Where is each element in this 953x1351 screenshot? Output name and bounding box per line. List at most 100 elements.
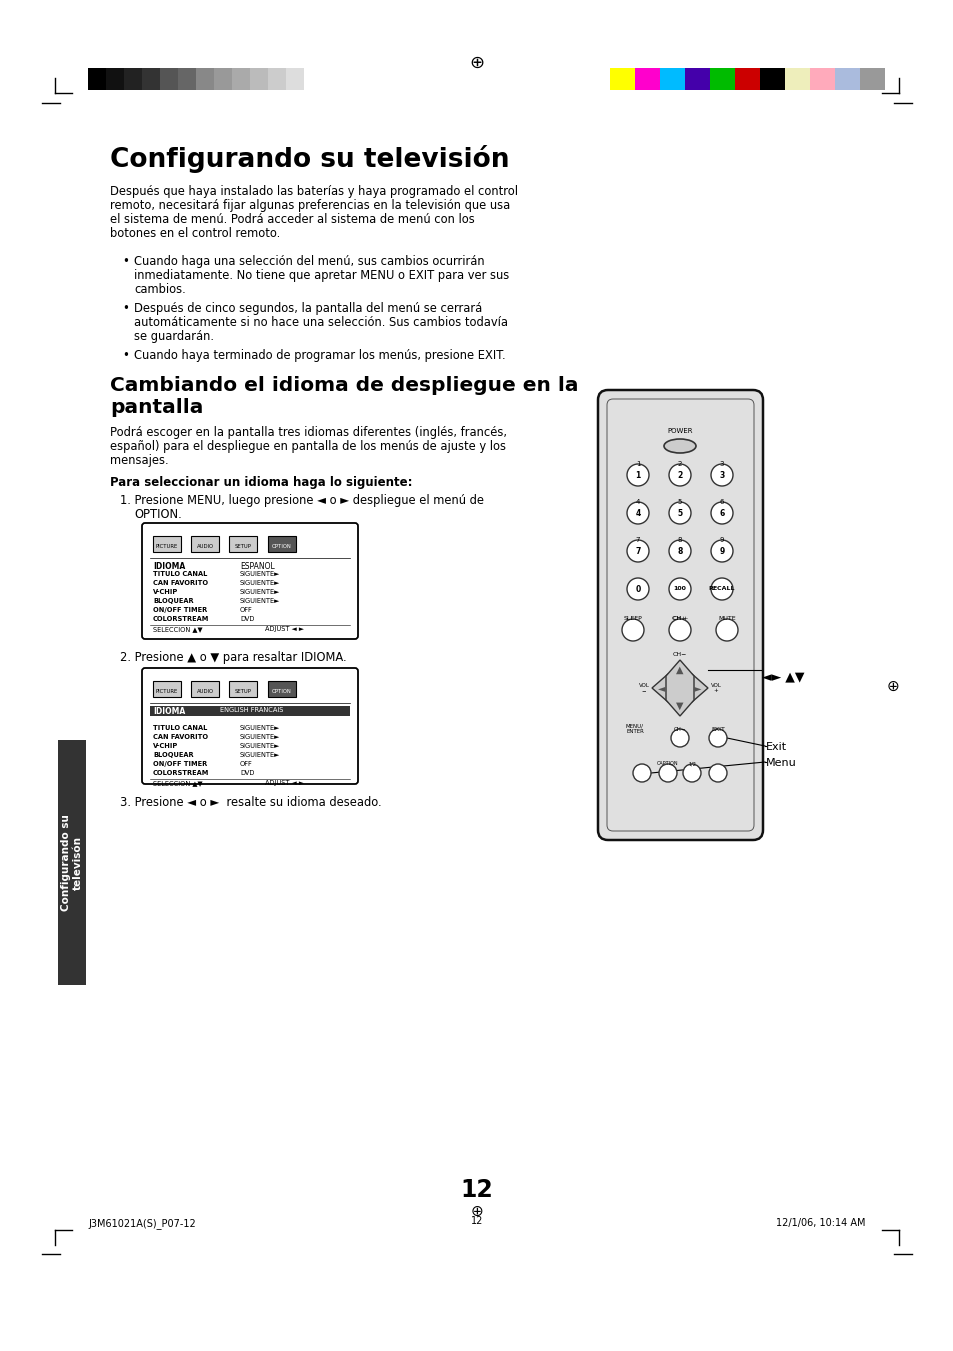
Text: Configurando su televisión: Configurando su televisión bbox=[110, 145, 509, 173]
Bar bbox=[268, 681, 295, 697]
Text: Para seleccionar un idioma haga lo siguiente:: Para seleccionar un idioma haga lo sigui… bbox=[110, 476, 412, 489]
Text: PICTURE: PICTURE bbox=[155, 689, 178, 694]
Bar bbox=[213, 68, 232, 91]
Text: CH−: CH− bbox=[673, 727, 685, 732]
Text: RECALL: RECALL bbox=[708, 586, 735, 592]
Text: SELECCION ▲▼: SELECCION ▲▼ bbox=[152, 626, 202, 632]
Text: 2: 2 bbox=[677, 461, 681, 467]
Bar bbox=[635, 68, 659, 91]
Text: TITULO CANAL: TITULO CANAL bbox=[152, 725, 207, 731]
Text: COLORSTREAM: COLORSTREAM bbox=[152, 616, 209, 621]
Text: SIGUIENTE►: SIGUIENTE► bbox=[240, 580, 280, 586]
Text: Podrá escoger en la pantalla tres idiomas diferentes (inglés, francés,: Podrá escoger en la pantalla tres idioma… bbox=[110, 426, 506, 439]
Bar bbox=[106, 68, 124, 91]
Circle shape bbox=[708, 730, 726, 747]
Bar bbox=[609, 68, 635, 91]
Text: EXIT: EXIT bbox=[710, 727, 724, 732]
Text: OPTION.: OPTION. bbox=[133, 508, 182, 521]
Text: botones en el control remoto.: botones en el control remoto. bbox=[110, 227, 280, 240]
Text: IDIOMA: IDIOMA bbox=[152, 707, 185, 716]
Text: COLORSTREAM: COLORSTREAM bbox=[152, 770, 209, 775]
Text: VOL
+: VOL + bbox=[710, 682, 720, 693]
Circle shape bbox=[659, 765, 677, 782]
Text: mensajes.: mensajes. bbox=[110, 454, 169, 467]
Text: ▼: ▼ bbox=[676, 701, 683, 711]
Polygon shape bbox=[665, 661, 693, 716]
Circle shape bbox=[626, 463, 648, 486]
Text: ADJUST ◄ ►: ADJUST ◄ ► bbox=[265, 626, 304, 632]
Text: 12: 12 bbox=[471, 1216, 482, 1225]
Text: 100: 100 bbox=[673, 586, 686, 592]
Text: •: • bbox=[122, 303, 129, 315]
Text: AUDIO: AUDIO bbox=[196, 544, 213, 549]
Text: V-CHIP: V-CHIP bbox=[152, 589, 178, 594]
Polygon shape bbox=[651, 674, 707, 703]
Ellipse shape bbox=[663, 439, 696, 453]
Text: Menu: Menu bbox=[765, 758, 796, 767]
Circle shape bbox=[633, 765, 650, 782]
Circle shape bbox=[710, 463, 732, 486]
Bar bbox=[191, 681, 219, 697]
Text: •: • bbox=[122, 255, 129, 267]
Bar bbox=[760, 68, 784, 91]
Circle shape bbox=[670, 730, 688, 747]
Circle shape bbox=[626, 503, 648, 524]
Text: 1/2: 1/2 bbox=[687, 761, 695, 766]
Bar bbox=[250, 68, 268, 91]
Circle shape bbox=[716, 619, 738, 640]
Text: automáticamente si no hace una selección. Sus cambios todavía: automáticamente si no hace una selección… bbox=[133, 316, 507, 330]
Bar bbox=[268, 68, 286, 91]
Text: español) para el despliegue en pantalla de los menús de ajuste y los: español) para el despliegue en pantalla … bbox=[110, 440, 505, 453]
FancyBboxPatch shape bbox=[142, 523, 357, 639]
Text: V-CHIP: V-CHIP bbox=[152, 743, 178, 748]
Text: •: • bbox=[122, 349, 129, 362]
Text: OFF: OFF bbox=[240, 607, 253, 613]
Bar bbox=[859, 68, 884, 91]
Bar bbox=[195, 68, 213, 91]
Text: 1. Presione MENU, luego presione ◄ o ► despliegue el menú de: 1. Presione MENU, luego presione ◄ o ► d… bbox=[120, 494, 483, 507]
Text: cambios.: cambios. bbox=[133, 282, 186, 296]
Bar bbox=[58, 740, 86, 985]
Bar bbox=[304, 68, 322, 91]
Text: 9: 9 bbox=[719, 547, 724, 555]
Text: CH +: CH + bbox=[671, 616, 687, 621]
Text: 5: 5 bbox=[677, 499, 681, 505]
Text: MENU/: MENU/ bbox=[625, 724, 643, 730]
Text: Después de cinco segundos, la pantalla del menú se cerrará: Después de cinco segundos, la pantalla d… bbox=[133, 303, 482, 315]
Text: CH+: CH+ bbox=[672, 616, 686, 621]
Circle shape bbox=[710, 578, 732, 600]
Text: BLOQUEAR: BLOQUEAR bbox=[152, 598, 193, 604]
Text: ▲: ▲ bbox=[676, 665, 683, 676]
Bar bbox=[191, 536, 219, 553]
Text: SIGUIENTE►: SIGUIENTE► bbox=[240, 589, 280, 594]
Circle shape bbox=[668, 540, 690, 562]
Text: 2. Presione ▲ o ▼ para resaltar IDIOMA.: 2. Presione ▲ o ▼ para resaltar IDIOMA. bbox=[120, 651, 346, 663]
Bar bbox=[229, 536, 256, 553]
Text: PICTURE: PICTURE bbox=[155, 544, 178, 549]
Text: 6: 6 bbox=[719, 499, 723, 505]
Text: Cambiando el idioma de despliegue en la: Cambiando el idioma de despliegue en la bbox=[110, 376, 578, 394]
Text: SIGUIENTE►: SIGUIENTE► bbox=[240, 734, 280, 740]
Text: 1: 1 bbox=[635, 470, 640, 480]
Bar bbox=[229, 681, 256, 697]
Text: 12: 12 bbox=[460, 1178, 493, 1202]
Bar bbox=[784, 68, 809, 91]
Text: OPTION: OPTION bbox=[272, 689, 292, 694]
Text: SIGUIENTE►: SIGUIENTE► bbox=[240, 571, 280, 577]
Text: DVD: DVD bbox=[240, 616, 254, 621]
Circle shape bbox=[626, 578, 648, 600]
FancyBboxPatch shape bbox=[598, 390, 762, 840]
Bar bbox=[142, 68, 160, 91]
Text: Configurando su
televisón: Configurando su televisón bbox=[61, 815, 83, 911]
Text: SETUP: SETUP bbox=[234, 544, 252, 549]
Text: pantalla: pantalla bbox=[110, 399, 203, 417]
Text: remoto, necesitará fijar algunas preferencias en la televisión que usa: remoto, necesitará fijar algunas prefere… bbox=[110, 199, 510, 212]
Circle shape bbox=[668, 619, 690, 640]
Text: ⊕: ⊕ bbox=[469, 54, 484, 72]
Text: inmediatamente. No tiene que apretar MENU o EXIT para ver sus: inmediatamente. No tiene que apretar MEN… bbox=[133, 269, 509, 282]
Bar bbox=[684, 68, 709, 91]
Text: 1: 1 bbox=[635, 461, 639, 467]
Text: CAPTION: CAPTION bbox=[657, 761, 679, 766]
Bar bbox=[152, 681, 181, 697]
Text: OFF: OFF bbox=[240, 761, 253, 767]
